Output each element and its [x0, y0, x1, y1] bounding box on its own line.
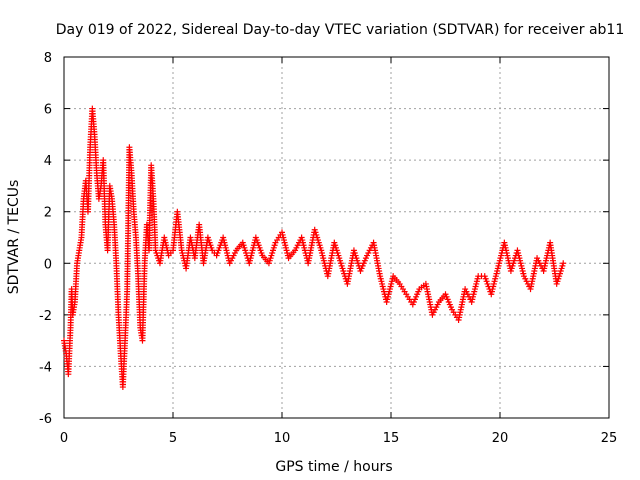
- y-tick-label: 8: [44, 51, 52, 66]
- y-tick-label: 4: [44, 154, 52, 169]
- y-tick-label: -4: [39, 360, 52, 375]
- x-tick-label: 25: [601, 431, 618, 446]
- data-point: [560, 260, 567, 267]
- data-points: [61, 105, 567, 391]
- y-tick-label: -6: [39, 412, 52, 427]
- x-tick-label: 20: [492, 431, 509, 446]
- y-tick-label: -2: [39, 309, 52, 324]
- x-tick-label: 15: [383, 431, 400, 446]
- y-tick-label: 2: [44, 206, 52, 221]
- x-tick-label: 5: [169, 431, 177, 446]
- y-tick-label: 0: [44, 257, 52, 272]
- y-axis-label: SDTVAR / TECUs: [6, 180, 22, 295]
- x-axis-label: GPS time / hours: [275, 459, 392, 475]
- y-tick-label: 6: [44, 103, 52, 118]
- axis-ticks: 0 5 10 15 20 25 -6 -4 -2 0 2 4 6 8: [39, 51, 617, 446]
- plot-frame: [63, 56, 610, 419]
- x-tick-label: 10: [274, 431, 291, 446]
- x-tick-label: 0: [60, 431, 68, 446]
- chart-title: Day 019 of 2022, Sidereal Day-to-day VTE…: [56, 22, 625, 38]
